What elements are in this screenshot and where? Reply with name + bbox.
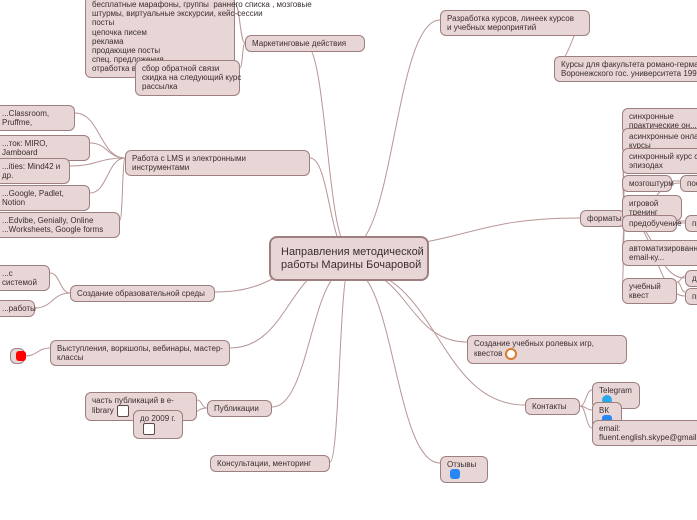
node-speak: Выступления, воркшопы, вебинары, мастер-…: [50, 340, 230, 366]
node-lms: Работа с LMS и электронными инструментам…: [125, 150, 310, 176]
yt-icon: [16, 351, 26, 361]
node-child: ...ities: Mind42 и др.: [0, 158, 70, 184]
node-child: учебный квест: [622, 278, 677, 304]
node-child: предобучение: [622, 215, 677, 232]
node-roleplay: Создание учебных ролевых игр, квестов: [467, 335, 627, 364]
node-child: ...Google, Padlet, Notion: [0, 185, 90, 211]
node-child: сбор обратной связискидка на следующий к…: [135, 60, 240, 96]
node-child: email:fluent.english.skype@gmail.com: [592, 420, 697, 446]
ext-icon: [143, 423, 155, 435]
node-center: Направления методическойработы Марины Бо…: [269, 236, 429, 281]
node-child: ...Edvibe, Genially, Online...Worksheets…: [0, 212, 120, 238]
vk-icon: [450, 469, 460, 479]
node-child: Курсы для факультета романо-германской ф…: [554, 56, 697, 82]
node-contacts: Контакты: [525, 398, 580, 415]
node-pub: Публикации: [207, 400, 272, 417]
node-child: ...Classroom, Pruffme,: [0, 105, 75, 131]
ring-icon: [505, 348, 517, 360]
node-child: ...работы: [0, 300, 35, 317]
node-child: мозгоштурм: [622, 175, 672, 192]
node-child: ...с системой: [0, 265, 50, 291]
node-child: до 2009 г.: [133, 410, 183, 439]
node-courses: Разработка курсов, линеек курсови учебны…: [440, 10, 590, 36]
node-child: демо-...: [685, 270, 697, 287]
node-env: Создание образовательной среды: [70, 285, 215, 302]
node-formats: форматы: [580, 210, 625, 227]
node-child: синхронный курс с встроенны...эпизодах: [622, 148, 697, 174]
node-child: посмотр...: [680, 175, 697, 192]
node-child: автоматизированный email-ку...: [622, 240, 697, 266]
ext-icon: [117, 405, 129, 417]
node-consult: Консультации, менторинг: [210, 455, 330, 472]
node-child: прим...: [685, 215, 697, 232]
mindmap-canvas: { "colors":{"node_bg":"#e8d6d6","node_bo…: [0, 0, 697, 520]
node-marketing: Маркетинговые действия: [245, 35, 365, 52]
node-reviews: Отзывы: [440, 456, 488, 483]
node-child: [10, 348, 25, 364]
node-child: прим...: [685, 288, 697, 305]
